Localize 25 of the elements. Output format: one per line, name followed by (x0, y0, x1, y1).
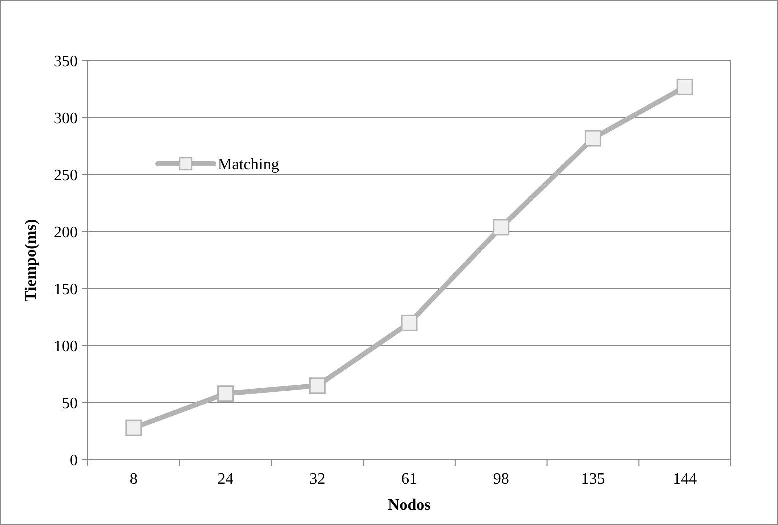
point (584, 130, 602, 147)
y-tick-label: 200 (54, 224, 78, 242)
y-axis-title: Tiempo(ms) (23, 219, 40, 302)
y-tick-label: 250 (54, 168, 78, 185)
point (126, 420, 142, 436)
point (309, 378, 326, 394)
y-tick-label: 100 (54, 338, 78, 356)
x-tick-label: 32 (310, 471, 326, 488)
point (493, 219, 510, 236)
y-tick-label: 0 (70, 452, 78, 470)
x-tick-label: 144 (673, 471, 698, 488)
y-tick-label: 350 (54, 54, 78, 71)
y-tick-label: 50 (62, 396, 78, 413)
x-tick-label: 135 (581, 471, 606, 488)
point (676, 78, 694, 96)
x-tick-label: 61 (402, 471, 418, 488)
y-tick-label: 150 (54, 282, 78, 299)
x-tick-label: 8 (130, 471, 138, 488)
point (218, 386, 234, 402)
legend-label: Matching (218, 156, 280, 174)
x-axis-title: Nodos (388, 497, 431, 514)
y-tick-label: 300 (54, 110, 78, 128)
x-tick-label: 24 (218, 471, 234, 488)
x-tick-label: 98 (493, 471, 510, 488)
point (401, 314, 418, 332)
